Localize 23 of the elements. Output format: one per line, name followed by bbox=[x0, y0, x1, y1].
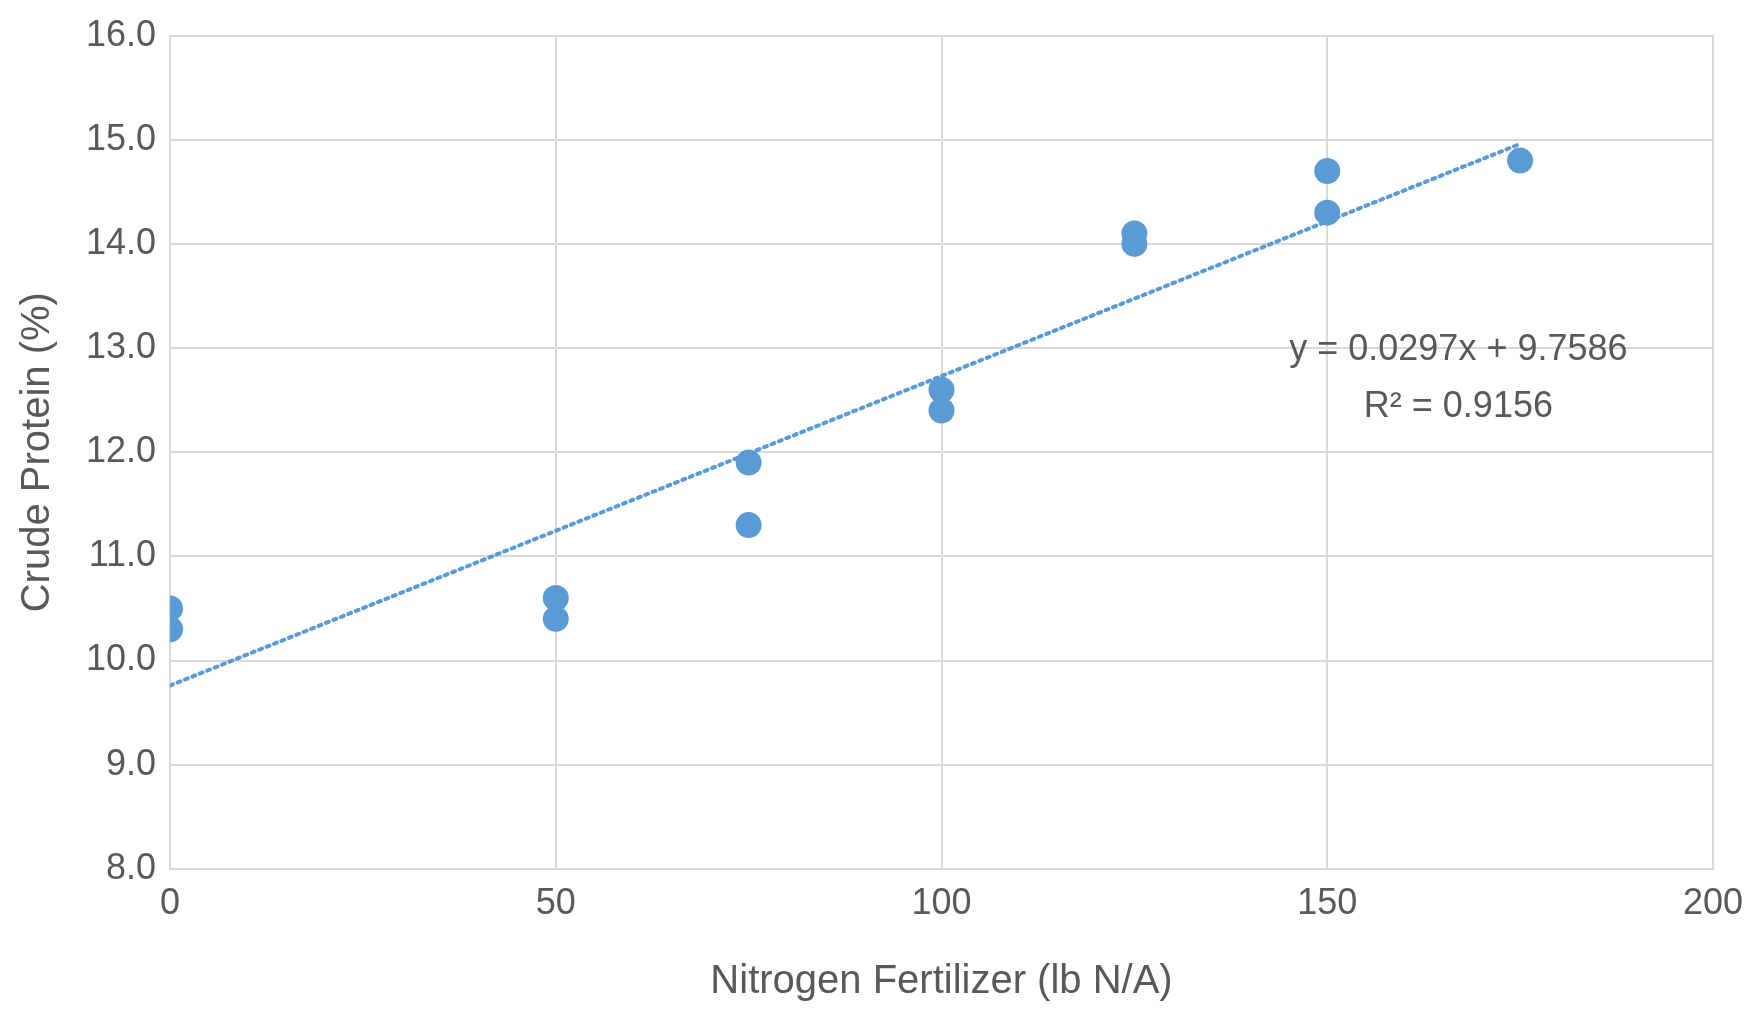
x-tick-label: 150 bbox=[1297, 881, 1358, 923]
point bbox=[928, 397, 955, 424]
y-tick-label: 14.0 bbox=[85, 220, 157, 262]
point bbox=[1314, 158, 1341, 184]
y-tick-label: 13.0 bbox=[85, 324, 157, 366]
y-tick-label: 12.0 bbox=[85, 429, 157, 471]
x-tick-label: 50 bbox=[535, 881, 576, 923]
x-tick-label: 0 bbox=[160, 881, 181, 923]
y-tick-label: 9.0 bbox=[106, 741, 157, 783]
point bbox=[1507, 147, 1534, 174]
x-tick-label: 100 bbox=[911, 881, 972, 923]
y-tick-label: 11.0 bbox=[88, 533, 157, 575]
annotation: y = 0.0297x + 9.7586 bbox=[1289, 326, 1628, 368]
x-tick-label: 200 bbox=[1682, 881, 1744, 923]
y-tick-label: 16.0 bbox=[85, 12, 157, 54]
x-axis-title: Nitrogen Fertilizer (lb N/A) bbox=[710, 957, 1173, 1002]
y-tick-label: 10.0 bbox=[85, 637, 157, 679]
y-axis-title: Crude Protein (%) bbox=[13, 292, 58, 613]
y-tick-label: 8.0 bbox=[106, 845, 157, 887]
annotation: R² = 0.9156 bbox=[1363, 383, 1553, 425]
point bbox=[735, 512, 762, 539]
point bbox=[542, 605, 569, 632]
y-tick-label: 15.0 bbox=[85, 116, 157, 158]
